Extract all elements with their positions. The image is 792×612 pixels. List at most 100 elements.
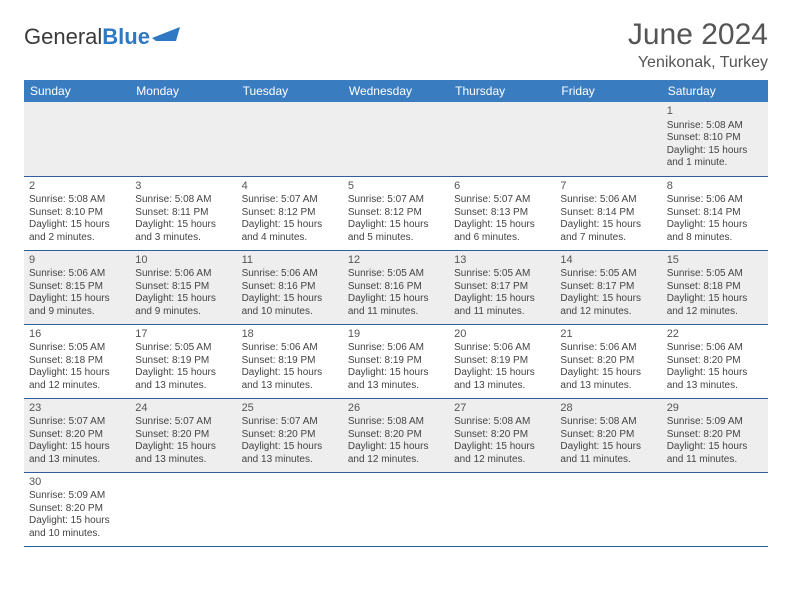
- calendar-day-cell: 7Sunrise: 5:06 AMSunset: 8:14 PMDaylight…: [555, 176, 661, 250]
- calendar-day-cell: 9Sunrise: 5:06 AMSunset: 8:15 PMDaylight…: [24, 250, 130, 324]
- sunset-text: Sunset: 8:12 PM: [348, 207, 444, 220]
- calendar-day-cell: 1Sunrise: 5:08 AMSunset: 8:10 PMDaylight…: [662, 102, 768, 176]
- calendar-day-cell: [343, 472, 449, 546]
- calendar-week-row: 16Sunrise: 5:05 AMSunset: 8:18 PMDayligh…: [24, 324, 768, 398]
- daylight-text: and 1 minute.: [667, 157, 763, 170]
- day-number: 20: [454, 328, 550, 342]
- sunrise-text: Sunrise: 5:08 AM: [348, 416, 444, 429]
- day-number: 17: [135, 328, 231, 342]
- day-number: 5: [348, 180, 444, 194]
- daylight-text: Daylight: 15 hours: [242, 219, 338, 232]
- weekday-header: Tuesday: [237, 80, 343, 102]
- daylight-text: Daylight: 15 hours: [560, 219, 656, 232]
- logo-flag-icon: [152, 27, 180, 45]
- sunset-text: Sunset: 8:15 PM: [29, 281, 125, 294]
- daylight-text: and 12 minutes.: [29, 380, 125, 393]
- calendar-day-cell: 24Sunrise: 5:07 AMSunset: 8:20 PMDayligh…: [130, 398, 236, 472]
- daylight-text: and 11 minutes.: [454, 306, 550, 319]
- day-number: 21: [560, 328, 656, 342]
- title-block: June 2024 Yenikonak, Turkey: [628, 18, 768, 72]
- sunset-text: Sunset: 8:20 PM: [29, 503, 125, 516]
- location: Yenikonak, Turkey: [628, 54, 768, 72]
- daylight-text: Daylight: 15 hours: [667, 293, 763, 306]
- daylight-text: and 13 minutes.: [242, 454, 338, 467]
- daylight-text: and 13 minutes.: [242, 380, 338, 393]
- sunset-text: Sunset: 8:20 PM: [560, 429, 656, 442]
- sunrise-text: Sunrise: 5:08 AM: [667, 120, 763, 133]
- daylight-text: Daylight: 15 hours: [667, 219, 763, 232]
- daylight-text: Daylight: 15 hours: [667, 441, 763, 454]
- daylight-text: Daylight: 15 hours: [454, 219, 550, 232]
- sunrise-text: Sunrise: 5:08 AM: [29, 194, 125, 207]
- day-number: 15: [667, 254, 763, 268]
- day-number: 3: [135, 180, 231, 194]
- daylight-text: and 2 minutes.: [29, 232, 125, 245]
- calendar-day-cell: 3Sunrise: 5:08 AMSunset: 8:11 PMDaylight…: [130, 176, 236, 250]
- logo-text-a: General: [24, 24, 102, 50]
- daylight-text: Daylight: 15 hours: [29, 367, 125, 380]
- sunrise-text: Sunrise: 5:05 AM: [29, 342, 125, 355]
- daylight-text: Daylight: 15 hours: [560, 367, 656, 380]
- day-number: 8: [667, 180, 763, 194]
- daylight-text: Daylight: 15 hours: [348, 441, 444, 454]
- daylight-text: and 12 minutes.: [348, 454, 444, 467]
- weekday-header: Wednesday: [343, 80, 449, 102]
- sunrise-text: Sunrise: 5:08 AM: [560, 416, 656, 429]
- daylight-text: and 7 minutes.: [560, 232, 656, 245]
- day-number: 18: [242, 328, 338, 342]
- daylight-text: Daylight: 15 hours: [454, 293, 550, 306]
- daylight-text: and 3 minutes.: [135, 232, 231, 245]
- sunset-text: Sunset: 8:19 PM: [242, 355, 338, 368]
- daylight-text: Daylight: 15 hours: [348, 367, 444, 380]
- logo-text-b: Blue: [102, 24, 150, 50]
- sunset-text: Sunset: 8:20 PM: [454, 429, 550, 442]
- sunset-text: Sunset: 8:14 PM: [667, 207, 763, 220]
- daylight-text: and 10 minutes.: [242, 306, 338, 319]
- daylight-text: Daylight: 15 hours: [135, 293, 231, 306]
- daylight-text: Daylight: 15 hours: [454, 367, 550, 380]
- calendar-day-cell: 22Sunrise: 5:06 AMSunset: 8:20 PMDayligh…: [662, 324, 768, 398]
- calendar-day-cell: [24, 102, 130, 176]
- day-number: 25: [242, 402, 338, 416]
- calendar-day-cell: 16Sunrise: 5:05 AMSunset: 8:18 PMDayligh…: [24, 324, 130, 398]
- sunset-text: Sunset: 8:19 PM: [454, 355, 550, 368]
- calendar-day-cell: 30Sunrise: 5:09 AMSunset: 8:20 PMDayligh…: [24, 472, 130, 546]
- calendar-day-cell: 15Sunrise: 5:05 AMSunset: 8:18 PMDayligh…: [662, 250, 768, 324]
- calendar-page: GeneralBlue June 2024 Yenikonak, Turkey …: [0, 0, 792, 547]
- day-number: 6: [454, 180, 550, 194]
- sunset-text: Sunset: 8:20 PM: [667, 355, 763, 368]
- sunrise-text: Sunrise: 5:07 AM: [242, 416, 338, 429]
- daylight-text: Daylight: 15 hours: [560, 293, 656, 306]
- calendar-day-cell: [237, 102, 343, 176]
- daylight-text: Daylight: 15 hours: [348, 293, 444, 306]
- day-number: 13: [454, 254, 550, 268]
- daylight-text: Daylight: 15 hours: [560, 441, 656, 454]
- calendar-day-cell: 17Sunrise: 5:05 AMSunset: 8:19 PMDayligh…: [130, 324, 236, 398]
- day-number: 26: [348, 402, 444, 416]
- sunrise-text: Sunrise: 5:07 AM: [454, 194, 550, 207]
- daylight-text: Daylight: 15 hours: [29, 441, 125, 454]
- daylight-text: Daylight: 15 hours: [242, 367, 338, 380]
- daylight-text: and 13 minutes.: [135, 380, 231, 393]
- sunset-text: Sunset: 8:10 PM: [29, 207, 125, 220]
- sunrise-text: Sunrise: 5:07 AM: [135, 416, 231, 429]
- day-number: 22: [667, 328, 763, 342]
- sunrise-text: Sunrise: 5:06 AM: [242, 342, 338, 355]
- daylight-text: Daylight: 15 hours: [29, 219, 125, 232]
- daylight-text: Daylight: 15 hours: [242, 293, 338, 306]
- sunset-text: Sunset: 8:20 PM: [667, 429, 763, 442]
- day-number: 11: [242, 254, 338, 268]
- sunset-text: Sunset: 8:20 PM: [560, 355, 656, 368]
- calendar-day-cell: [130, 472, 236, 546]
- daylight-text: Daylight: 15 hours: [135, 367, 231, 380]
- daylight-text: and 10 minutes.: [29, 528, 125, 541]
- day-number: 19: [348, 328, 444, 342]
- sunset-text: Sunset: 8:20 PM: [135, 429, 231, 442]
- day-number: 12: [348, 254, 444, 268]
- sunset-text: Sunset: 8:15 PM: [135, 281, 231, 294]
- calendar-day-cell: 26Sunrise: 5:08 AMSunset: 8:20 PMDayligh…: [343, 398, 449, 472]
- day-number: 14: [560, 254, 656, 268]
- calendar-day-cell: [555, 472, 661, 546]
- calendar-day-cell: 25Sunrise: 5:07 AMSunset: 8:20 PMDayligh…: [237, 398, 343, 472]
- daylight-text: Daylight: 15 hours: [242, 441, 338, 454]
